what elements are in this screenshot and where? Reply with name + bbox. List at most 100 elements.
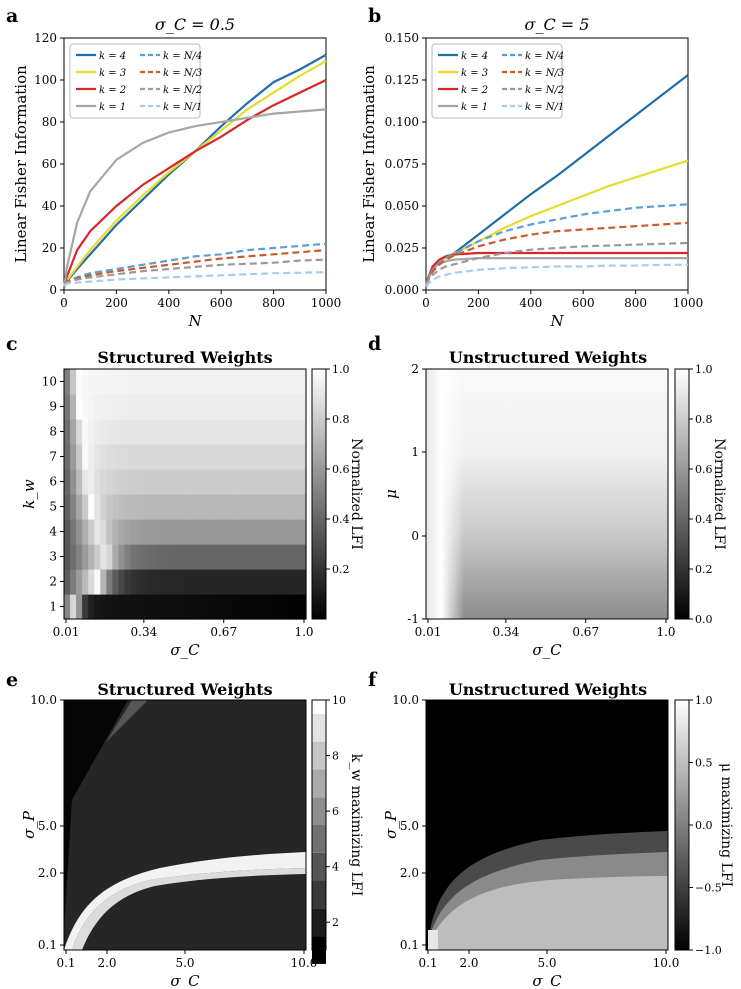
heatmap-cell <box>124 544 132 570</box>
y-tick-label: 1 <box>49 600 57 614</box>
heatmap-cell <box>64 494 71 520</box>
heatmap-cell <box>269 394 277 420</box>
heatmap-cell <box>148 544 156 570</box>
heatmap-cell <box>281 444 289 470</box>
x-tick-label: 0 <box>422 296 430 310</box>
panel-e-white-band <box>64 852 306 950</box>
heatmap-cell <box>178 569 186 595</box>
panel-e-light-band <box>72 868 306 950</box>
heatmap-cell <box>263 369 271 395</box>
heatmap-cell <box>287 369 295 395</box>
heatmap-cell <box>118 369 126 395</box>
heatmap-cell <box>203 569 210 595</box>
heatmap-cell <box>269 419 277 445</box>
heatmap-cell <box>106 394 113 420</box>
x-tick-label: 600 <box>210 296 233 310</box>
heatmap-cell <box>64 419 71 445</box>
heatmap-cell <box>142 519 150 545</box>
heatmap-cell <box>239 469 247 495</box>
heatmap-cell <box>287 544 295 570</box>
heatmap-cell <box>178 594 186 620</box>
panel-letter-d: d <box>368 333 381 355</box>
heatmap-cell <box>94 469 101 495</box>
heatmap-cell <box>239 519 247 545</box>
heatmap-cell <box>124 594 132 620</box>
heatmap-cell <box>178 394 186 420</box>
heatmap-cell <box>88 469 95 495</box>
heatmap-cell <box>70 494 77 520</box>
heatmap-cell <box>82 594 89 620</box>
y-tick-label: 10.0 <box>30 693 57 707</box>
heatmap-cell <box>263 419 271 445</box>
heatmap-cell <box>191 569 198 595</box>
heatmap-cell <box>245 444 253 470</box>
colorbar-tick-label: 4 <box>332 861 339 874</box>
heatmap-cell <box>88 394 95 420</box>
heatmap-cell <box>178 544 186 570</box>
heatmap-cell <box>82 494 89 520</box>
heatmap-cell <box>166 469 174 495</box>
heatmap-cell <box>178 369 186 395</box>
heatmap-cell <box>185 394 192 420</box>
panel-d-title: Unstructured Weights <box>449 348 647 367</box>
x-tick-label: 400 <box>519 296 542 310</box>
heatmap-cell <box>100 569 107 595</box>
heatmap-cell <box>191 594 198 620</box>
heatmap-cell <box>166 369 174 395</box>
x-tick-label: 200 <box>467 296 490 310</box>
heatmap-cell <box>269 519 277 545</box>
colorbars: 0.2 0.4 0.6 0.8 1.0 Normalized LFI 0.0 0.2 0.4 0.… <box>311 363 734 964</box>
y-tick-label: 120 <box>34 31 57 45</box>
x-axis-label: N <box>549 312 564 330</box>
colorbar-tick-label: 0.6 <box>332 463 350 476</box>
colorbar-c <box>311 368 327 620</box>
heatmap-cell <box>160 494 168 520</box>
heatmap-cell <box>275 494 283 520</box>
y-tick-label: 2.0 <box>400 866 419 880</box>
heatmap-cell <box>233 444 241 470</box>
heatmap-cell <box>118 444 126 470</box>
heatmap-cell <box>281 394 289 420</box>
heatmap-cell <box>245 494 253 520</box>
heatmap-cell <box>269 569 277 595</box>
y-tick-label: 5.0 <box>38 819 57 833</box>
x-tick-label: 0.1 <box>418 956 437 970</box>
heatmap-cell <box>88 594 95 620</box>
panel-c-heatmap: 1 2 3 4 5 6 7 8 9 10 0.01 0.34 0.67 1.0 σ_C k_w <box>20 368 314 659</box>
colorbar-tick-label: 8 <box>332 750 339 763</box>
heatmap-cell <box>88 544 95 570</box>
heatmap-cell <box>124 419 132 445</box>
heatmap-cell <box>191 544 198 570</box>
heatmap-cell <box>227 394 234 420</box>
heatmap-cell <box>76 469 83 495</box>
heatmap-cell <box>239 594 247 620</box>
heatmap-cell <box>112 394 120 420</box>
heatmap-cell <box>185 469 192 495</box>
heatmap-cell <box>281 519 289 545</box>
x-tick-label: 800 <box>624 296 647 310</box>
heatmap-cell <box>88 519 95 545</box>
heatmap-cell <box>221 494 228 520</box>
heatmap-cell <box>154 594 162 620</box>
heatmap-cell <box>299 469 307 495</box>
heatmap-cell <box>118 519 126 545</box>
x-tick-label: 0.01 <box>415 625 442 639</box>
heatmap-cell <box>172 419 180 445</box>
heatmap-cell <box>142 369 150 395</box>
x-tick-label: 0.34 <box>131 625 158 639</box>
heatmap-cell <box>263 469 271 495</box>
heatmap-cell <box>160 444 168 470</box>
heatmap-cell <box>154 419 162 445</box>
heatmap-cell <box>172 544 180 570</box>
panel-letter-a: a <box>6 5 18 27</box>
heatmap-cell <box>209 494 216 520</box>
heatmap-cell <box>154 469 162 495</box>
x-axis-label: σ_C <box>532 641 562 659</box>
y-axis-label: k_w <box>20 479 38 509</box>
heatmap-cell <box>136 494 144 520</box>
colorbar-label-e: k_w maximizing LFI <box>348 754 364 897</box>
heatmap-cell <box>287 594 295 620</box>
heatmap-cell <box>275 419 283 445</box>
heatmap-cell <box>197 419 204 445</box>
heatmap-cell <box>148 469 156 495</box>
